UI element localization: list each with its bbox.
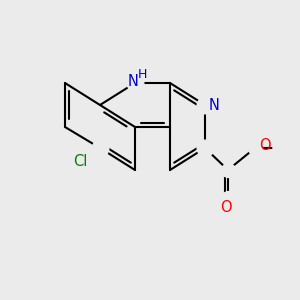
Text: O: O: [220, 200, 232, 215]
Text: O: O: [259, 139, 271, 154]
Text: H: H: [137, 68, 147, 82]
Text: Cl: Cl: [73, 154, 87, 169]
Text: N: N: [128, 74, 138, 89]
Text: N: N: [208, 98, 219, 112]
